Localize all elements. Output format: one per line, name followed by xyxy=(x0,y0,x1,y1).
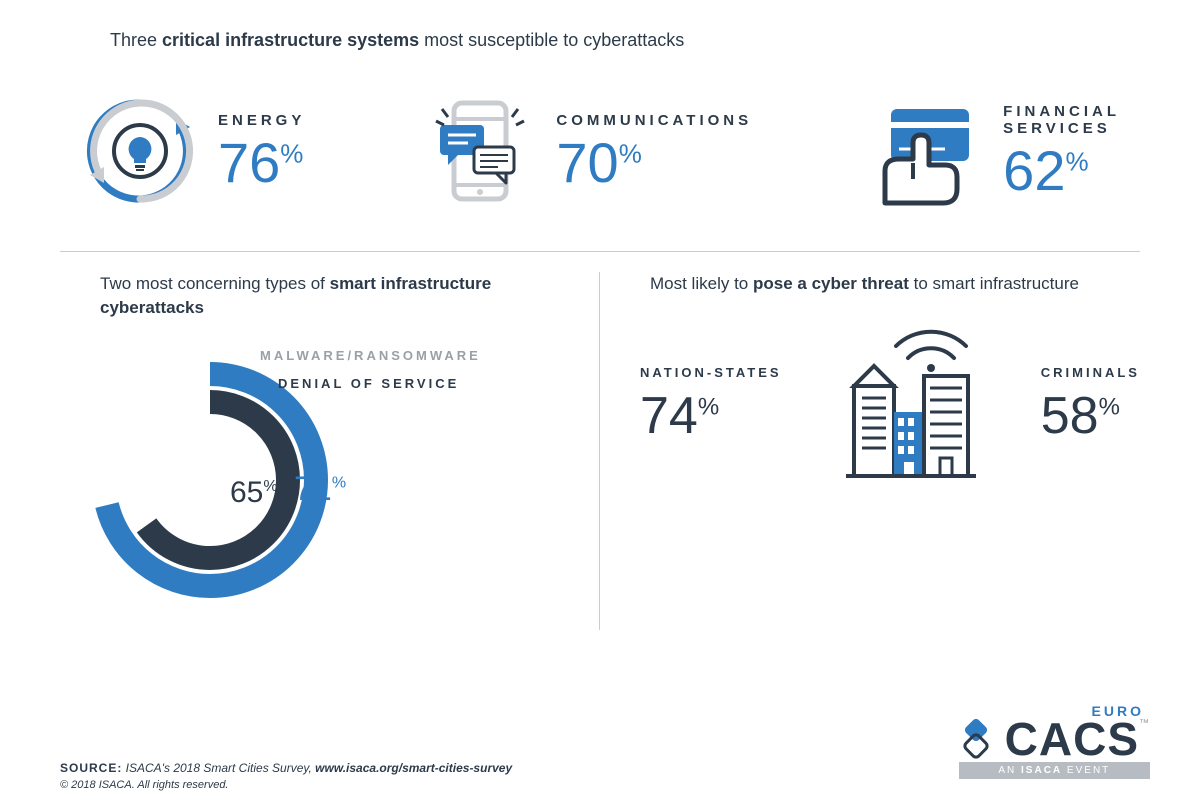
logo-main: CACS™ xyxy=(959,719,1150,760)
donut-panel: Two most concerning types of smart infra… xyxy=(60,272,600,630)
nation-states-stat: NATION-STATES 74% xyxy=(640,365,782,446)
communications-icon xyxy=(418,91,538,211)
source-body: ISACA's 2018 Smart Cities Survey, xyxy=(122,761,315,775)
nation-states-value: 74% xyxy=(640,386,782,446)
malware-value: 71% xyxy=(294,470,346,509)
dos-label: DENIAL OF SERVICE xyxy=(278,376,459,391)
logo-mark-icon xyxy=(959,719,999,759)
criminals-label: CRIMINALS xyxy=(1041,365,1140,380)
donut-title: Two most concerning types of smart infra… xyxy=(100,272,569,320)
threat-panel: Most likely to pose a cyber threat to sm… xyxy=(600,272,1140,630)
stat-energy: ENERGY 76% xyxy=(80,91,305,211)
top-stats-row: ENERGY 76% xyxy=(60,81,1140,241)
energy-icon xyxy=(80,91,200,211)
financial-label: FINANCIAL SERVICES xyxy=(1003,103,1120,137)
financial-value: 62% xyxy=(1003,143,1120,199)
dos-value: 65% xyxy=(230,476,278,510)
logo: EURO CACS™ AN ISACA EVENT xyxy=(959,703,1150,779)
footer: SOURCE: ISACA's 2018 Smart Cities Survey… xyxy=(60,761,512,791)
title-pre: Three xyxy=(110,30,162,50)
source-label: SOURCE: xyxy=(60,761,122,775)
criminals-value: 58% xyxy=(1041,386,1140,446)
title-bold: critical infrastructure systems xyxy=(162,30,419,50)
financial-icon xyxy=(865,91,985,211)
horizontal-divider xyxy=(60,251,1140,252)
energy-label: ENERGY xyxy=(218,112,305,129)
copyright: © 2018 ISACA. All rights reserved. xyxy=(60,779,512,791)
source-url: www.isaca.org/smart-cities-survey xyxy=(315,761,512,775)
title-post: most susceptible to cyberattacks xyxy=(419,30,684,50)
criminals-stat: CRIMINALS 58% xyxy=(1041,365,1140,446)
communications-value: 70% xyxy=(556,135,752,191)
city-icon xyxy=(836,326,986,486)
malware-label: MALWARE/RANSOMWARE xyxy=(260,348,481,363)
energy-value: 76% xyxy=(218,135,305,191)
nation-states-label: NATION-STATES xyxy=(640,365,782,380)
stat-communications: COMMUNICATIONS 70% xyxy=(418,91,752,211)
stat-financial: FINANCIAL SERVICES 62% xyxy=(865,91,1120,211)
top-section-title: Three critical infrastructure systems mo… xyxy=(110,30,1140,51)
communications-label: COMMUNICATIONS xyxy=(556,112,752,129)
threat-title: Most likely to pose a cyber threat to sm… xyxy=(650,272,1140,296)
